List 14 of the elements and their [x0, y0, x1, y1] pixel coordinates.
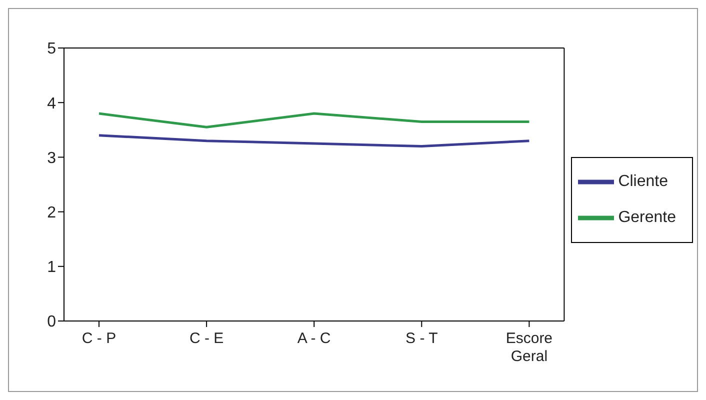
x-tick-label: Escore Geral — [506, 330, 553, 365]
y-tick-label: 4 — [47, 95, 56, 112]
y-tick-label: 2 — [47, 204, 56, 222]
y-tick-label: 1 — [47, 259, 56, 276]
legend-label: Cliente — [618, 173, 668, 190]
legend-label: Gerente — [618, 209, 676, 226]
x-tick-label: A - C — [297, 330, 331, 347]
y-tick-label: 0 — [47, 314, 56, 331]
y-tick-label: 5 — [47, 40, 56, 58]
x-tick-label: S - T — [406, 330, 438, 347]
x-tick-label: C - E — [189, 330, 224, 347]
x-tick-label: C - P — [82, 330, 116, 347]
line-series — [98, 134, 530, 148]
y-tick-label: 3 — [47, 150, 56, 167]
